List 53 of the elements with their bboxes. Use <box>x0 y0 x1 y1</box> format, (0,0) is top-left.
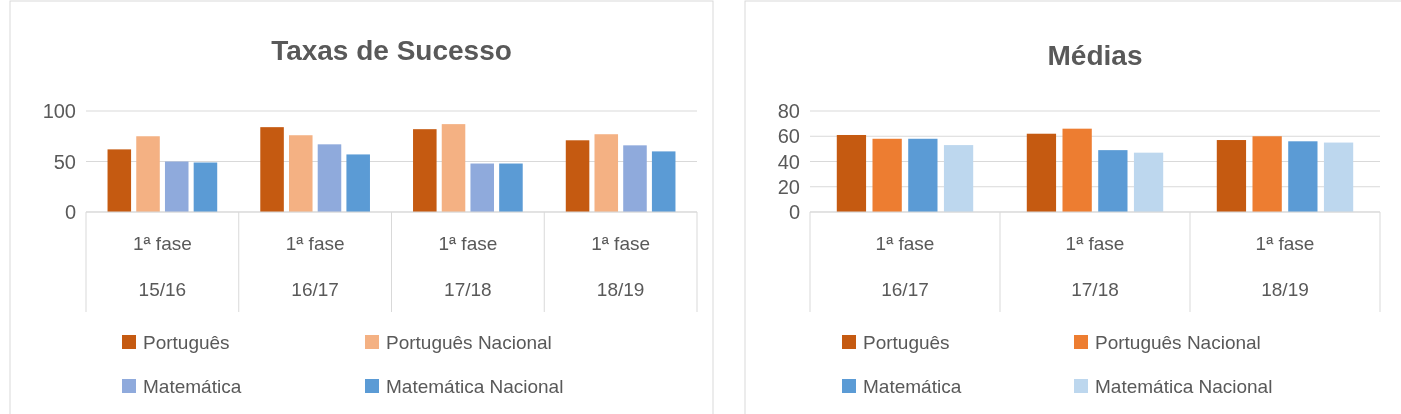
category-label: 1ª fase 16/17 <box>875 233 935 300</box>
bar <box>565 140 590 212</box>
category-label: 1ª fase 17/18 <box>438 233 498 300</box>
bar <box>943 145 974 212</box>
bar <box>651 151 676 212</box>
bar <box>260 127 284 212</box>
y-tick-label: 60 <box>777 125 800 148</box>
bar <box>289 135 313 212</box>
y-tick-label: 40 <box>777 150 800 173</box>
chart-title: Médias <box>1047 40 1143 71</box>
bar <box>413 129 437 212</box>
legend-label: Português <box>143 332 230 353</box>
category-label: 1ª fase 15/16 <box>132 233 192 300</box>
bar <box>136 136 160 212</box>
bar <box>1026 133 1057 212</box>
category-label: 1ª fase 18/19 <box>591 233 651 300</box>
bar <box>1288 141 1318 212</box>
bar <box>317 144 342 212</box>
bar <box>470 163 494 212</box>
bar <box>441 124 466 212</box>
category-label: 1ª fase 18/19 <box>1255 233 1315 300</box>
y-tick-label: 0 <box>64 201 76 223</box>
y-tick-label: 50 <box>53 150 76 173</box>
legend-label: Matemática Nacional <box>386 376 564 397</box>
legend-label: Matemática <box>863 376 962 397</box>
bar <box>1323 142 1354 212</box>
bar <box>1216 140 1247 212</box>
y-tick-label: 20 <box>777 175 800 198</box>
legend-label: Matemática Nacional <box>1095 376 1273 397</box>
category-label: 1ª fase 17/18 <box>1065 233 1125 300</box>
bar <box>594 134 619 212</box>
legend-label: Português <box>863 332 950 353</box>
bar <box>1062 128 1092 212</box>
bar <box>1252 136 1282 212</box>
bar <box>1098 150 1128 212</box>
bar <box>908 138 938 212</box>
legend-label: Português Nacional <box>1095 332 1261 353</box>
legend-label: Português Nacional <box>386 332 552 353</box>
bar <box>107 149 132 212</box>
bar <box>1133 152 1164 212</box>
bar <box>193 162 218 212</box>
category-label: 1ª fase 16/17 <box>285 233 345 300</box>
bar <box>499 163 523 212</box>
bar <box>836 134 867 212</box>
y-tick-label: 80 <box>777 100 800 122</box>
bar <box>164 161 189 212</box>
legend-label: Matemática <box>143 376 242 397</box>
bar <box>872 138 902 212</box>
y-tick-label: 0 <box>788 201 800 223</box>
chart-title: Taxas de Sucesso <box>271 35 512 66</box>
y-tick-label: 100 <box>42 100 76 122</box>
bar <box>346 154 370 212</box>
bar <box>623 145 647 212</box>
